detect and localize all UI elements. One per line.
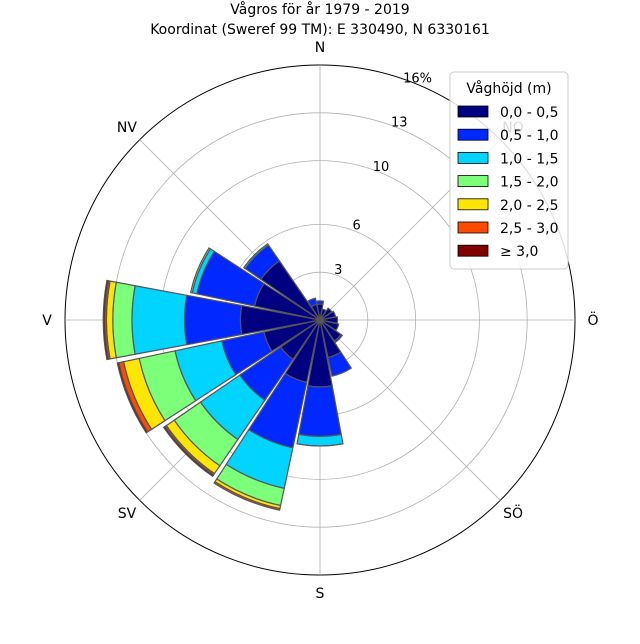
legend-entry-6: ≥ 3,0: [500, 244, 538, 260]
chart-subtitle: Koordinat (Sweref 99 TM): E 330490, N 63…: [150, 22, 490, 38]
sector-bar-10-bin-6: [162, 425, 215, 478]
legend: Våghöjd (m) 0,0 - 0,5 0,5 - 1,0 1,0 - 1,5 1,…: [449, 71, 569, 270]
legend-entry-5: 2,5 - 3,0: [500, 221, 558, 237]
legend-entry-4: 2,0 - 2,5: [500, 198, 558, 214]
legend-entry-3: 1,5 - 2,0: [500, 175, 558, 191]
sector-bar-12-bin-3: [112, 281, 136, 359]
sector-bar-11-bin-6: [116, 362, 149, 434]
sector-bar-8-bin-1: [298, 385, 342, 437]
direction-label-SÖ: SÖ: [503, 504, 523, 522]
sector-bar-9-bin-5: [213, 480, 281, 511]
legend-swatch-1: [457, 128, 489, 141]
sector-bar-8-bin-2: [296, 433, 344, 447]
sector-bar-0-bin-1: [315, 300, 325, 306]
legend-entry-0: 0,0 - 0,5: [500, 105, 558, 121]
direction-label-SV: SV: [118, 506, 137, 522]
sector-bar-14-bin-2: [242, 242, 270, 270]
direction-label-S: S: [316, 586, 325, 602]
sector-bar-6-bin-1: [333, 333, 344, 344]
direction-label-NV: NV: [117, 120, 137, 136]
legend-entry-2: 1,0 - 1,5: [500, 151, 558, 167]
chart-title: Vågros för år 1979 - 2019: [230, 1, 409, 18]
radial-tick-label-13: 13: [391, 116, 408, 131]
axis-labels: NNOÖSÖSSVVNV36101316%: [42, 40, 598, 602]
grid-spoke-3: [319, 319, 501, 501]
direction-label-Ö: Ö: [587, 311, 598, 329]
legend-swatch-6: [457, 244, 489, 257]
radial-tick-label-3: 3: [334, 263, 342, 278]
legend-frame: [449, 71, 569, 270]
legend-entry-1: 0,5 - 1,0: [500, 128, 558, 144]
legend-swatch-0: [457, 105, 489, 118]
legend-swatch-3: [457, 175, 489, 188]
sector-bar-12-bin-1: [183, 294, 243, 346]
sector-bar-15-bin-1: [307, 297, 318, 308]
direction-label-V: V: [42, 313, 52, 329]
sector-bar-7-bin-1: [327, 351, 353, 377]
legend-swatch-5: [457, 221, 489, 234]
sector-bar-13-bin-3: [189, 247, 212, 294]
radial-tick-label-16: 16%: [403, 71, 432, 86]
legend-swatch-4: [457, 198, 489, 211]
legend-title: Våghöjd (m): [466, 80, 551, 97]
sector-bar-12-bin-2: [131, 285, 188, 355]
radial-tick-label-10: 10: [373, 160, 390, 175]
sector-bars: [102, 242, 353, 511]
radial-tick-label-6: 6: [352, 219, 360, 234]
sector-bar-12-bin-6: [102, 279, 110, 361]
legend-swatch-2: [457, 151, 489, 164]
direction-label-N: N: [315, 40, 325, 56]
